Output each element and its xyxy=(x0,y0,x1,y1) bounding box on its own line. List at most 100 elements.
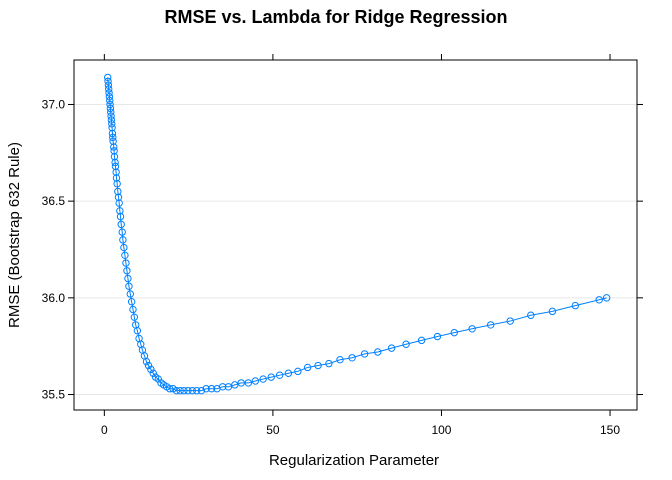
x-tick-label: 150 xyxy=(600,423,620,437)
data-point xyxy=(188,386,197,395)
data-point xyxy=(176,386,184,395)
data-point xyxy=(360,350,369,358)
data-point xyxy=(104,81,113,89)
data-point xyxy=(106,104,115,113)
data-point xyxy=(110,152,119,161)
data-point xyxy=(142,357,151,366)
series-line xyxy=(107,77,607,392)
data-point xyxy=(105,93,114,101)
data-point xyxy=(109,137,117,145)
data-point xyxy=(267,373,275,381)
x-tick-label: 0 xyxy=(101,423,108,437)
y-tick-label: 35.5 xyxy=(42,388,66,402)
y-axis-label: RMSE (Bootstrap 632 Rule) xyxy=(6,142,23,328)
data-point xyxy=(325,359,333,368)
data-point xyxy=(118,228,126,236)
data-point xyxy=(506,317,514,325)
data-point xyxy=(486,321,495,329)
data-point xyxy=(207,385,216,393)
axis-ticks: 35.5 36.0 36.5 37.0 0 50 100 150 xyxy=(42,54,643,437)
data-point xyxy=(251,377,260,385)
data-point xyxy=(166,385,174,393)
data-point xyxy=(106,100,114,109)
data-point xyxy=(548,307,557,316)
data-point xyxy=(115,199,123,207)
plot-area xyxy=(73,59,638,411)
data-point xyxy=(202,385,210,393)
data-point xyxy=(105,89,113,97)
data-point xyxy=(303,363,312,372)
data-point xyxy=(193,386,201,395)
data-point xyxy=(114,187,122,196)
data-point xyxy=(259,375,267,383)
data-point xyxy=(595,296,603,304)
data-point xyxy=(108,120,116,128)
data-point xyxy=(114,193,123,201)
data-point xyxy=(107,112,115,120)
data-point xyxy=(527,311,535,319)
data-point xyxy=(111,162,120,171)
data-point xyxy=(116,207,124,215)
data-point xyxy=(112,168,120,176)
data-point xyxy=(122,259,130,267)
data-point xyxy=(124,274,132,283)
data-point xyxy=(284,369,293,377)
data-point xyxy=(433,332,442,341)
data-point xyxy=(133,327,142,335)
data-point xyxy=(571,301,580,310)
data-point xyxy=(184,386,192,395)
chart-title: RMSE vs. Lambda for Ridge Regression xyxy=(164,7,507,27)
data-point xyxy=(237,379,245,387)
data-point xyxy=(149,369,157,377)
data-point xyxy=(106,96,114,105)
y-tick-label: 36.5 xyxy=(42,194,66,208)
data-point xyxy=(402,340,410,348)
data-point xyxy=(348,354,356,362)
data-point xyxy=(468,325,476,333)
data-point xyxy=(104,73,112,82)
x-axis-label: Regularization Parameter xyxy=(269,452,439,469)
data-point xyxy=(218,383,227,391)
data-point xyxy=(110,147,118,155)
gridlines xyxy=(74,103,637,396)
data-point xyxy=(417,336,426,345)
data-point xyxy=(144,361,153,370)
data-point xyxy=(450,328,458,337)
data-point xyxy=(172,386,181,395)
data-point xyxy=(180,386,188,395)
y-tick-label: 37.0 xyxy=(42,97,66,111)
data-point xyxy=(120,243,128,252)
data-point xyxy=(374,348,382,356)
data-point xyxy=(107,116,116,124)
data-point xyxy=(275,371,284,379)
data-point xyxy=(127,298,136,306)
data-point xyxy=(336,356,344,364)
x-tick-label: 50 xyxy=(266,423,280,437)
data-point xyxy=(129,305,137,314)
data-point xyxy=(387,344,396,352)
data-point xyxy=(113,180,121,188)
data-point xyxy=(108,129,117,138)
x-tick-label: 100 xyxy=(431,423,451,437)
data-point xyxy=(294,367,302,376)
data-point xyxy=(130,313,139,321)
data-point xyxy=(147,365,155,374)
y-tick-label: 36.0 xyxy=(42,291,66,305)
data-point xyxy=(231,381,239,389)
data-point xyxy=(244,379,252,387)
data-point xyxy=(104,77,112,85)
data-point xyxy=(112,174,121,182)
data-point xyxy=(197,386,206,395)
data-point xyxy=(121,251,129,260)
series-group xyxy=(104,73,611,395)
data-point xyxy=(116,212,125,221)
data-point xyxy=(119,236,127,244)
data-point xyxy=(110,143,118,151)
data-point xyxy=(107,108,115,116)
data-point xyxy=(111,158,119,167)
data-point xyxy=(108,123,116,132)
data-point xyxy=(224,383,233,391)
data-point xyxy=(123,267,131,275)
data-point xyxy=(126,290,135,298)
